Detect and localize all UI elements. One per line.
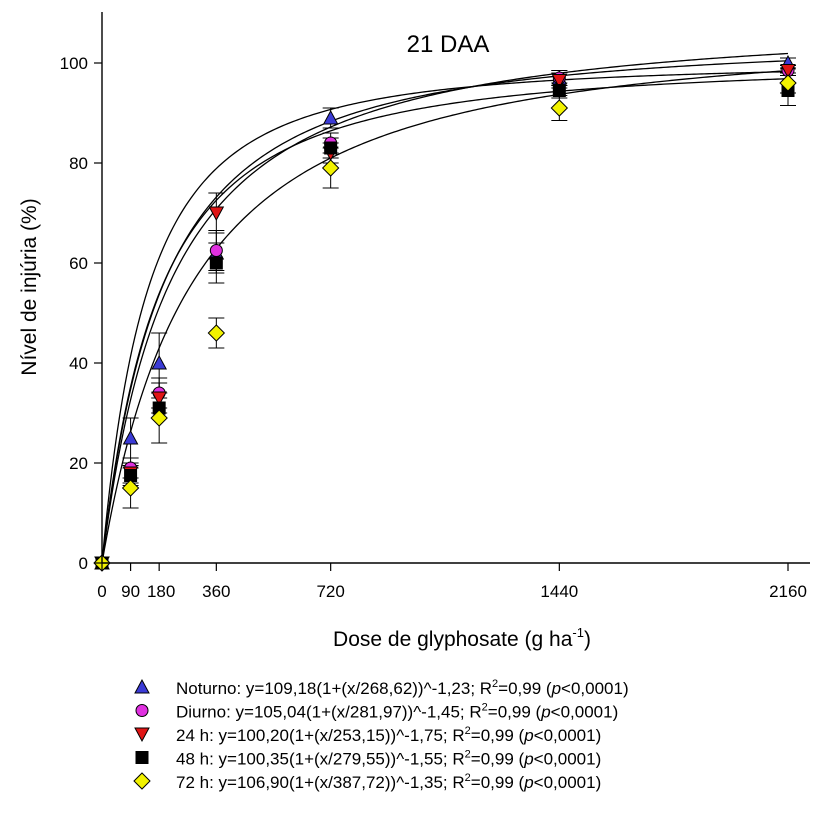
legend-entry-r2: =0,99 (: [488, 703, 542, 722]
legend-entry-p: p: [551, 679, 561, 698]
legend-entry-p: p: [523, 750, 533, 769]
x-tick-label: 0: [97, 582, 106, 601]
legend-entry-p: p: [523, 773, 533, 792]
x-axis-label-main: Dose de glyphosate (g ha: [333, 628, 573, 651]
legend-entry-r2: =0,99 (: [471, 726, 525, 745]
fitted-curve: [101, 52, 789, 564]
legend-entry: Noturno: y=109,18(1+(x/268,62))^-1,23; R…: [176, 678, 629, 698]
data-point: [209, 244, 223, 257]
fitted-curve: [101, 71, 789, 564]
data-point: [321, 159, 340, 177]
data-point: [324, 141, 338, 155]
data-point: [552, 84, 566, 97]
data-markers: [93, 54, 797, 572]
x-tick-label: 180: [147, 582, 175, 601]
y-tick-label: 0: [79, 554, 88, 573]
fitted-curve: [101, 78, 789, 564]
x-tick-label: 2160: [769, 582, 807, 601]
legend-entry-sup: 2: [465, 749, 471, 761]
legend-entry-equation: 72 h: y=106,90(1+(x/387,72))^-1,35; R: [176, 773, 465, 792]
fitted-curves: [101, 52, 789, 564]
legend-entry-equation: Diurno: y=105,04(1+(x/281,97))^-1,45; R: [176, 703, 482, 722]
legend-marker: [133, 772, 151, 790]
legend-entry-sup: 2: [492, 678, 498, 690]
legend-entry-equation: 48 h: y=100,35(1+(x/279,55))^-1,55; R: [176, 750, 465, 769]
data-point: [122, 429, 139, 445]
error-bars: [122, 57, 796, 509]
legend-entry-pvalue: <0,0001): [534, 750, 602, 769]
x-tick-label: 1440: [540, 582, 578, 601]
data-point: [151, 354, 168, 370]
data-point: [151, 391, 168, 407]
x-ticks: 0 90 180 360 720 1440 2160: [97, 563, 807, 601]
legend-entry: 72 h: y=106,90(1+(x/387,72))^-1,35; R2=0…: [176, 772, 601, 792]
legend-entry: 48 h: y=100,35(1+(x/279,55))^-1,55; R2=0…: [176, 749, 601, 769]
y-tick-label: 80: [69, 154, 88, 173]
x-tick-label: 90: [121, 582, 140, 601]
data-point: [150, 409, 168, 427]
y-tick-label: 100: [60, 54, 88, 73]
x-axis-label: Dose de glyphosate (g ha-1): [333, 625, 591, 651]
legend-entry-pvalue: <0,0001): [551, 703, 619, 722]
chart-title: 21 DAA: [407, 31, 490, 58]
legend-entry-pvalue: <0,0001): [534, 773, 602, 792]
y-ticks: 0 20 40 60 80 100: [60, 54, 102, 573]
x-axis-label-sup: -1: [572, 625, 584, 640]
data-point: [121, 479, 140, 497]
data-point: [551, 74, 568, 89]
x-axis-label-end: ): [584, 628, 591, 651]
legend-marker: [134, 678, 150, 694]
legend-entry-r2: =0,99 (: [471, 773, 525, 792]
legend-entry-r2: =0,99 (: [471, 750, 525, 769]
legend-marker: [134, 727, 150, 743]
y-tick-label: 20: [69, 454, 88, 473]
data-point: [207, 324, 226, 342]
fitted-curve: [101, 69, 789, 564]
legend-entry-p: p: [523, 726, 533, 745]
x-tick-label: 720: [316, 582, 344, 601]
legend-entry: 24 h: y=100,20(1+(x/253,15))^-1,75; R2=0…: [176, 725, 601, 745]
legend-entry-equation: Noturno: y=109,18(1+(x/268,62))^-1,23; R: [176, 679, 492, 698]
data-point: [779, 74, 797, 92]
y-axis-label: Nível de injúria (%): [18, 198, 41, 375]
fitted-curve: [101, 60, 789, 564]
legend-entry-r2: =0,99 (: [498, 679, 552, 698]
legend-entry-pvalue: <0,0001): [534, 726, 602, 745]
legend-entry-sup: 2: [465, 772, 471, 784]
data-point: [322, 109, 339, 125]
data-point: [780, 64, 796, 79]
data-point: [550, 99, 569, 117]
data-point: [208, 206, 225, 222]
legend-entry-p: p: [540, 703, 550, 722]
x-tick-label: 360: [202, 582, 230, 601]
axes: [101, 12, 810, 564]
data-point: [209, 256, 223, 270]
legend-entry-sup: 2: [465, 725, 471, 737]
legend: Noturno: y=109,18(1+(x/268,62))^-1,23; R…: [133, 678, 629, 792]
y-tick-label: 40: [69, 354, 88, 373]
legend-entry: Diurno: y=105,04(1+(x/281,97))^-1,45; R2…: [176, 702, 618, 722]
legend-entry-equation: 24 h: y=100,20(1+(x/253,15))^-1,75; R: [176, 726, 465, 745]
legend-entry-pvalue: <0,0001): [561, 679, 629, 698]
legend-entry-sup: 2: [482, 702, 488, 714]
y-tick-label: 60: [69, 254, 88, 273]
legend-marker: [135, 751, 149, 764]
legend-marker: [135, 704, 149, 717]
